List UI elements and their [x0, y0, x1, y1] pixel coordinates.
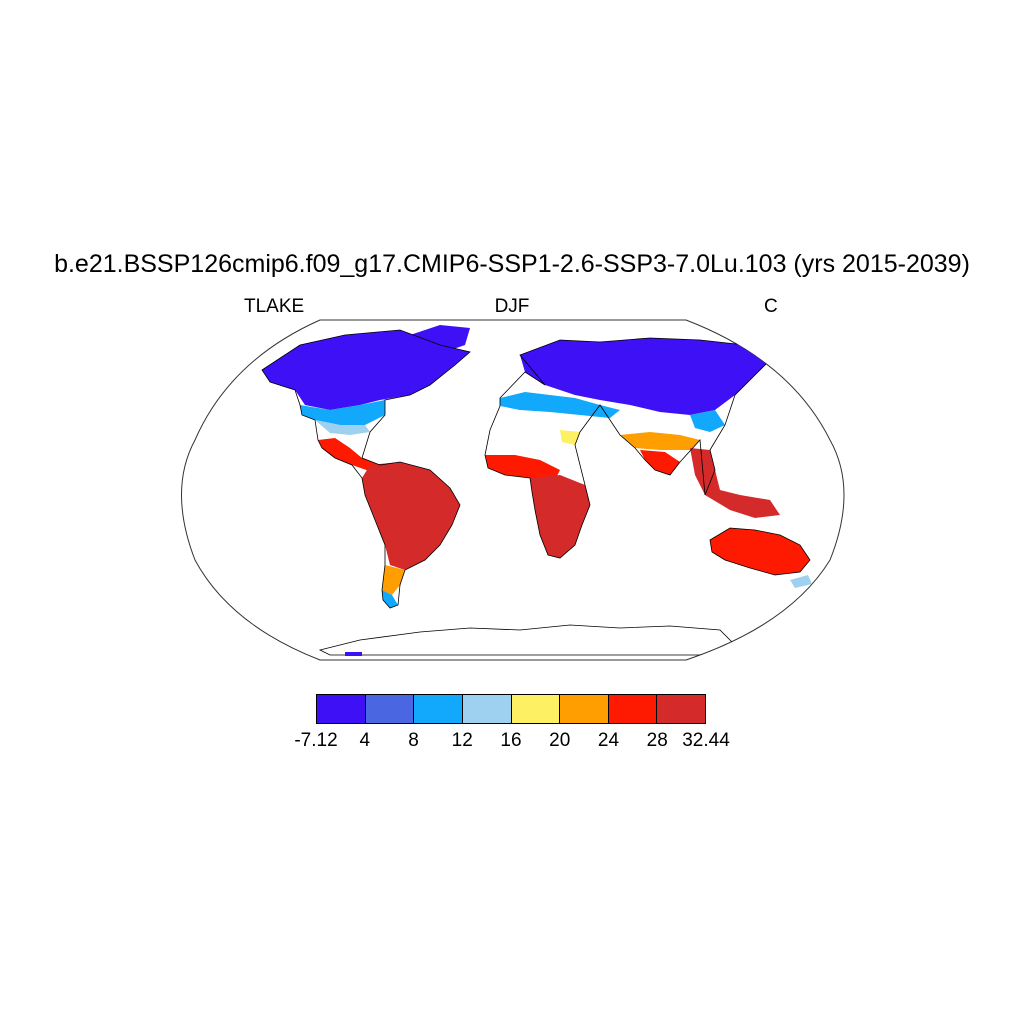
- colorbar-tick-label: 16: [500, 730, 522, 751]
- north-america-mid-region: [300, 400, 385, 425]
- greenland-region: [410, 325, 470, 352]
- units-label: C: [764, 296, 778, 317]
- south-america-south-region: [382, 565, 405, 595]
- colorbar-swatch-1: [365, 695, 415, 723]
- asia-mid-region: [690, 410, 725, 432]
- colorbar-swatch-4: [511, 695, 561, 723]
- colorbar-tick-label: 20: [549, 730, 571, 751]
- antarctica-region: [345, 652, 362, 656]
- central-africa-region: [530, 475, 590, 558]
- colorbar-tick-label: 28: [646, 730, 668, 751]
- north-africa-region: [560, 430, 580, 445]
- colorbar-swatch-6: [608, 695, 658, 723]
- colorbar-swatch-0: [317, 695, 366, 723]
- south-america-region: [362, 462, 460, 570]
- eurasia-cold-region: [520, 338, 770, 415]
- colorbar-tick-label: 4: [359, 730, 371, 751]
- colorbar-labels: -7.12 4 8 12 16 20 24 28 32.44: [0, 730, 1024, 760]
- coastline-eurasia-africa: [484, 337, 771, 559]
- patagonia-region: [382, 590, 398, 608]
- west-africa-region: [485, 455, 560, 480]
- colorbar-tick-label: 12: [451, 730, 473, 751]
- colorbar-swatch-7: [657, 695, 705, 723]
- central-america-region: [318, 438, 380, 472]
- colorbar-tick-label: -7.12: [294, 730, 338, 751]
- variable-label: TLAKE: [244, 296, 305, 317]
- coastline-australia: [709, 527, 811, 576]
- coastline-antarctica: [318, 624, 736, 656]
- colorbar-tick-label: 32.44: [682, 730, 730, 751]
- colorbar-swatch-3: [462, 695, 512, 723]
- australia-region: [710, 528, 810, 575]
- coastline-americas: [261, 329, 471, 609]
- north-america-south-region: [315, 420, 370, 435]
- colorbar-swatch-2: [414, 695, 463, 723]
- map-title: b.e21.BSSP126cmip6.f09_g17.CMIP6-SSP1-2.…: [54, 250, 970, 278]
- colorbar-tick-label: 8: [408, 730, 419, 751]
- colorbar-tick-label: 24: [597, 730, 620, 751]
- southeast-asia-region: [690, 448, 780, 518]
- season-label: DJF: [494, 296, 530, 317]
- europe-mid-region: [500, 392, 620, 418]
- north-america-cold-region: [262, 330, 470, 410]
- colorbar-swatch-5: [560, 695, 609, 723]
- new-zealand-region: [790, 575, 812, 588]
- colorbar: [316, 694, 706, 724]
- south-asia-hot-region: [640, 450, 680, 475]
- south-asia-warm-region: [620, 432, 700, 450]
